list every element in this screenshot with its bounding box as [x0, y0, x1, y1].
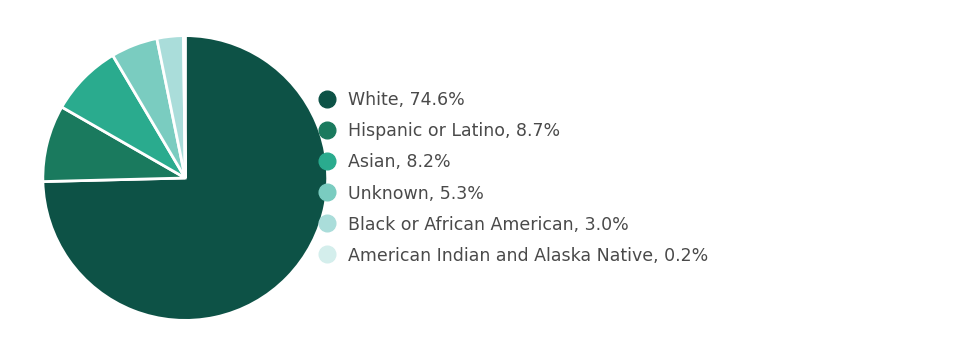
Wedge shape [43, 107, 185, 182]
Wedge shape [157, 36, 185, 178]
Wedge shape [113, 38, 185, 178]
Wedge shape [183, 36, 185, 178]
Wedge shape [43, 36, 328, 320]
Legend: White, 74.6%, Hispanic or Latino, 8.7%, Asian, 8.2%, Unknown, 5.3%, Black or Afr: White, 74.6%, Hispanic or Latino, 8.7%, … [318, 91, 708, 265]
Wedge shape [61, 56, 185, 178]
